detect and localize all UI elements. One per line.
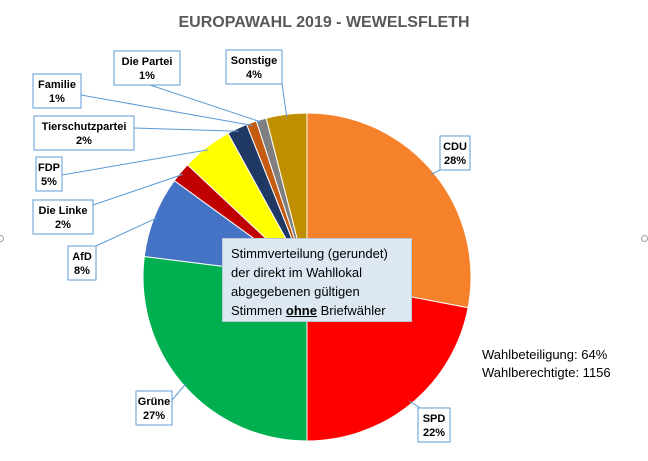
label-value: 4% <box>246 69 262 81</box>
annotation-word-briefwaehler: Briefwähler <box>320 303 386 318</box>
annotation-line-2: der direkt im Wahllokal <box>231 265 363 280</box>
slice-label: Familie 1% <box>32 73 82 109</box>
label-box <box>32 199 94 235</box>
annotation-line-1: Stimmverteilung (gerundet) <box>231 246 388 261</box>
slice-label: Die Partei 1% <box>113 50 181 86</box>
slice-label: SPD 22% <box>417 407 451 443</box>
eligible-voters-text: Wahlberechtigte: 1156 <box>482 365 611 380</box>
label-name: Tierschutzpartei <box>42 121 127 133</box>
annotation-box: Stimmverteilung (gerundet) der direkt im… <box>222 238 412 322</box>
label-box <box>439 135 471 171</box>
leader-line <box>430 169 441 175</box>
leader-line <box>171 383 187 401</box>
slice-label: FDP 5% <box>35 156 63 192</box>
leader-line <box>95 217 158 247</box>
leader-line <box>281 83 288 118</box>
slice-label: AfD 8% <box>67 245 97 281</box>
leader-line <box>133 127 239 132</box>
label-value: 22% <box>423 427 445 439</box>
label-name: FDP <box>38 162 60 174</box>
label-name: Grüne <box>138 396 170 408</box>
label-value: 28% <box>444 155 466 167</box>
label-value: 8% <box>74 265 90 277</box>
label-value: 5% <box>41 176 57 188</box>
annotation-line-4: Stimmen ohne Briefwähler <box>231 301 403 320</box>
label-box <box>135 390 173 426</box>
leader-line <box>80 94 253 126</box>
right-resize-handle[interactable] <box>641 235 648 242</box>
label-box <box>417 407 451 443</box>
label-box <box>113 50 181 86</box>
label-value: 2% <box>55 219 71 231</box>
label-name: AfD <box>72 251 92 263</box>
leader-line <box>61 149 209 176</box>
label-value: 2% <box>76 135 92 147</box>
slice-label: Grüne 27% <box>135 390 173 426</box>
label-box <box>32 73 82 109</box>
slice-label: Die Linke 2% <box>32 199 94 235</box>
label-value: 27% <box>143 410 165 422</box>
slice-label: Tierschutzpartei 2% <box>33 115 135 151</box>
label-box <box>33 115 135 151</box>
slice-label: Sonstige 4% <box>225 49 283 85</box>
chart-title: EUROPAWAHL 2019 - WEWELSFLETH <box>179 14 470 31</box>
leader-line <box>92 173 184 206</box>
leader-line <box>409 400 421 409</box>
label-box <box>225 49 283 85</box>
leader-lines <box>61 83 441 409</box>
annotation-emphasis: ohne <box>285 303 317 318</box>
left-resize-handle[interactable] <box>0 235 4 242</box>
annotation-line-3: abgegebenen gültigen <box>231 284 360 299</box>
slice-label: CDU 28% <box>439 135 471 171</box>
turnout-stats: Wahlbeteiligung: 64% Wahlberechtigte: 11… <box>482 346 611 382</box>
label-name: CDU <box>443 141 467 153</box>
label-value: 1% <box>49 93 65 105</box>
annotation-word-stimmen: Stimmen <box>231 303 283 318</box>
label-name: SPD <box>423 413 446 425</box>
slice-labels: CDU 28% SPD 22% Grüne 27% AfD 8% Die Linke 2% FDP 5… <box>32 49 471 443</box>
label-name: Die Linke <box>39 205 88 217</box>
label-box <box>35 156 63 192</box>
label-value: 1% <box>139 70 155 82</box>
label-box <box>67 245 97 281</box>
turnout-text: Wahlbeteiligung: 64% <box>482 347 608 362</box>
label-name: Sonstige <box>231 55 277 67</box>
label-name: Die Partei <box>122 56 173 68</box>
label-name: Familie <box>38 79 76 91</box>
leader-line <box>149 84 263 123</box>
